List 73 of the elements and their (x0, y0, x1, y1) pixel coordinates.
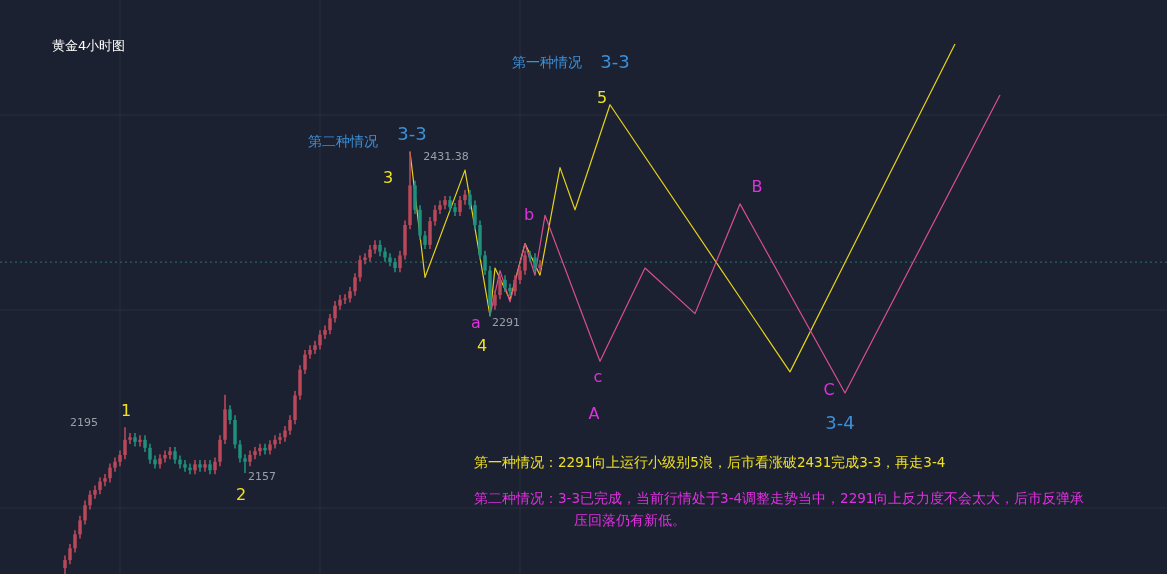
candlestick (383, 247, 387, 262)
candlestick (428, 217, 432, 250)
candlestick (523, 250, 527, 275)
candlestick (253, 447, 257, 460)
candlestick (458, 195, 462, 217)
text: 3-3 (397, 122, 427, 144)
candlestick (513, 275, 517, 296)
candlestick (258, 443, 262, 456)
candlestick (163, 450, 167, 463)
text: 第一种情况 (512, 54, 582, 70)
candlestick (68, 544, 72, 565)
candlestick (303, 349, 307, 374)
candlestick (203, 460, 207, 472)
candlestick (138, 435, 142, 447)
candlestick (148, 443, 152, 464)
candlestick (268, 440, 272, 455)
candlestick (93, 485, 97, 499)
candlestick (133, 433, 137, 447)
annotation: a (471, 312, 481, 332)
candlestick (168, 447, 172, 460)
annotation: 2 (235, 484, 247, 504)
chart-title: 黄金4小时图 (52, 37, 126, 55)
candlestick (508, 283, 512, 296)
candlestick (278, 433, 282, 444)
candlestick (308, 345, 312, 359)
candlestick (178, 455, 182, 469)
annotation: B (751, 176, 763, 196)
candlestick (528, 250, 532, 262)
candlestick (123, 427, 127, 460)
annotation: A (588, 403, 600, 423)
candlestick (333, 301, 337, 323)
candlestick (473, 200, 477, 230)
text: 3-3 (600, 50, 630, 72)
candlestick (73, 530, 77, 553)
annotation: 2291 (492, 315, 520, 329)
candlestick (198, 460, 202, 472)
annotation: 2195 (70, 415, 98, 429)
candlestick (358, 255, 362, 282)
text: 5 (596, 87, 608, 107)
text: 第二种情况 (308, 133, 378, 149)
candlestick (343, 294, 347, 304)
annotation: 4 (476, 335, 488, 355)
candlestick (483, 250, 487, 275)
candlestick (218, 435, 222, 467)
candlestick (373, 240, 377, 254)
annotation: 第二种情况：3-3已完成，当前行情处于3-4调整走势当中，2291向上反力度不会太大，后市反弹承压回落仍有新低。 (474, 489, 1086, 530)
candlestick (433, 205, 437, 226)
annotation: 3 (382, 167, 394, 187)
candlestick (83, 500, 87, 525)
annotation: 2431.38 (423, 149, 469, 163)
candlestick (498, 275, 502, 300)
candlestick (388, 253, 392, 267)
candlestick (328, 314, 332, 335)
candlestick (238, 440, 242, 463)
candlestick (243, 454, 247, 474)
candlestick (538, 260, 542, 273)
annotation: 第一种情况：2291向上运行小级别5浪，后市看涨破2431完成3-3，再走3-4 (474, 453, 947, 472)
candlestick (323, 325, 327, 339)
annotation: 2157 (248, 469, 276, 483)
candlestick (463, 190, 467, 205)
candlestick (183, 460, 187, 472)
candlestick (78, 515, 82, 539)
candlestick (273, 435, 277, 449)
annotation: b (523, 204, 535, 224)
annotation: C (823, 379, 835, 399)
candlestick (153, 455, 157, 469)
candlestick (353, 273, 357, 296)
annotation: 3-4 (825, 411, 855, 433)
candlestick (128, 433, 132, 444)
candlestick (398, 250, 402, 273)
annotation: c (593, 366, 603, 386)
candlestick (103, 474, 107, 487)
annotation: 1 (120, 400, 132, 420)
